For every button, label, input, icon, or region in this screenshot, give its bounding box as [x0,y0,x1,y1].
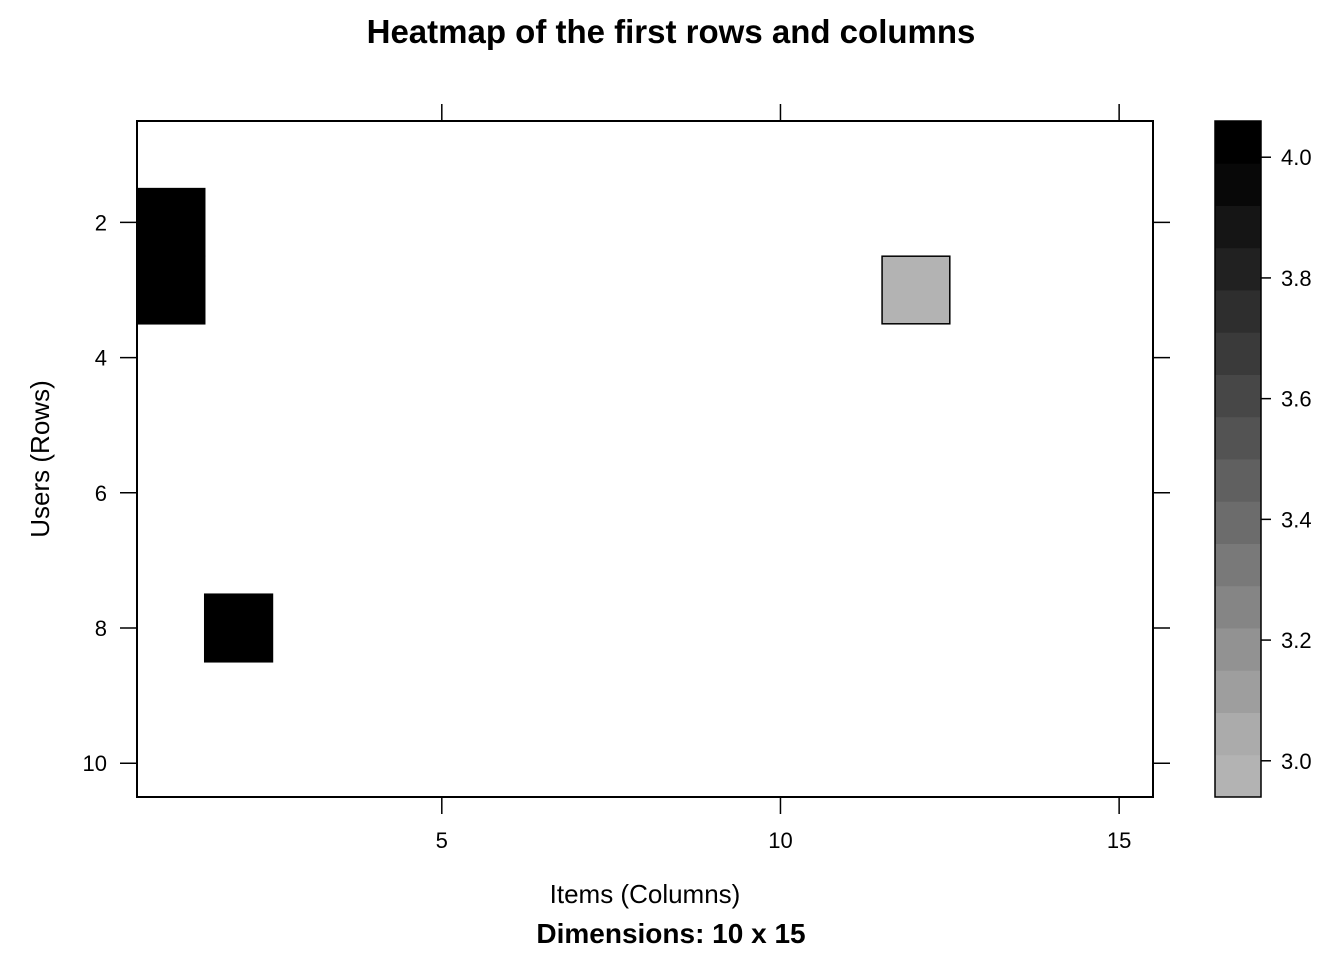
colorbar-tick-label: 3.6 [1281,387,1312,412]
heatmap-cells [136,187,951,663]
x-axis-title: Items (Columns) [550,879,741,909]
y-tick-label: 10 [83,751,107,776]
chart-title: Heatmap of the first rows and columns [367,13,976,50]
colorbar-swatch [1215,290,1261,333]
colorbar-tick-label: 3.4 [1281,507,1312,532]
colorbar-tick-label: 3.8 [1281,266,1312,291]
colorbar-swatch [1215,121,1261,164]
colorbar: 3.0 3.2 3.4 3.6 3.8 4.0 [1214,120,1312,798]
heatmap-cell [136,255,206,325]
heatmap-cell [203,593,274,663]
colorbar-swatch [1215,501,1261,544]
y-tick-label: 8 [95,616,107,641]
colorbar-swatch [1215,459,1261,502]
y-tick-label: 2 [95,210,107,235]
colorbar-swatch [1215,754,1261,798]
colorbar-frame [1214,120,1262,798]
colorbar-tick-label: 3.2 [1281,628,1312,653]
colorbar-swatch [1215,332,1261,375]
colorbar-swatch [1215,670,1261,713]
chart-subtitle: Dimensions: 10 x 15 [536,918,805,949]
colorbar-swatch [1215,163,1261,206]
colorbar-swatch [1215,628,1261,671]
colorbar-swatch [1215,205,1261,249]
colorbar-swatch [1215,374,1261,418]
x-tick-label: 15 [1107,828,1131,853]
colorbar-swatch [1215,543,1261,587]
x-tick-label: 10 [768,828,792,853]
y-tick-label: 4 [95,346,107,371]
colorbar-tick-label: 3.0 [1281,749,1312,774]
x-tick-label: 5 [436,828,448,853]
y-axis-title: Users (Rows) [25,380,55,537]
y-tick-label: 6 [95,481,107,506]
colorbar-swatch [1215,712,1261,756]
colorbar-swatch [1215,585,1261,629]
colorbar-swatch [1215,416,1261,460]
heatmap-cell [881,255,951,325]
colorbar-tick-label: 4.0 [1281,145,1312,170]
y-axis-ticks: 2 4 6 8 10 [83,210,1170,776]
colorbar-swatch [1215,247,1261,291]
x-axis-ticks: 5 10 15 [436,104,1131,853]
plot-frame [136,120,1154,798]
heatmap-cell [136,187,206,257]
